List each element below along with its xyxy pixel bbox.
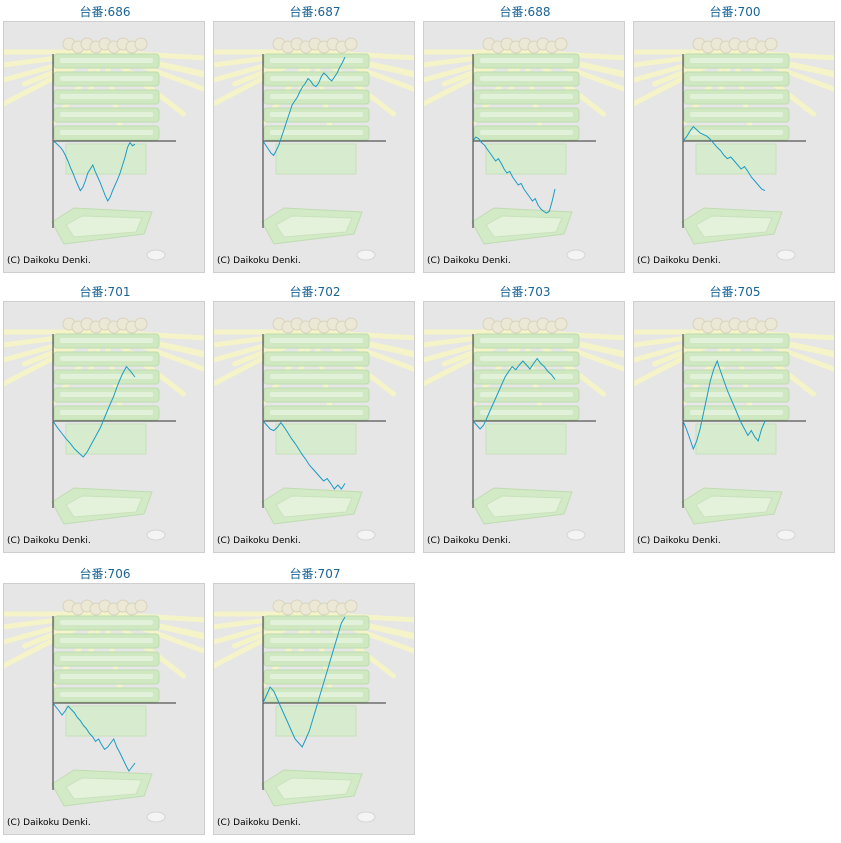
pachinko-machine-watermark — [4, 37, 204, 261]
slump-graph-panel[interactable]: (C) Daikoku Denki. — [213, 301, 415, 553]
copyright-credit: (C) Daikoku Denki. — [7, 818, 91, 828]
slump-graph-panel[interactable]: (C) Daikoku Denki. — [633, 21, 835, 273]
payout-line — [472, 136, 556, 214]
slump-graph-panel[interactable]: (C) Daikoku Denki. — [213, 21, 415, 273]
pachinko-machine-watermark — [424, 37, 624, 261]
copyright-credit: (C) Daikoku Denki. — [637, 536, 721, 546]
slump-graph — [214, 37, 414, 261]
copyright-credit: (C) Daikoku Denki. — [217, 256, 301, 266]
copyright-credit: (C) Daikoku Denki. — [7, 256, 91, 266]
machine-number-link[interactable]: 台番:686 — [79, 5, 131, 19]
slump-graph — [4, 37, 204, 261]
slump-graph — [214, 317, 414, 541]
payout-line — [262, 420, 346, 490]
slump-graph — [634, 317, 834, 541]
slump-graph — [4, 599, 204, 823]
payout-line — [682, 359, 766, 451]
slump-graph-panel[interactable]: (C) Daikoku Denki. — [633, 301, 835, 553]
pachinko-machine-watermark — [214, 37, 414, 261]
machine-number-link[interactable]: 台番:702 — [289, 285, 341, 299]
pachinko-machine-watermark — [214, 599, 414, 823]
pachinko-machine-watermark — [4, 317, 204, 541]
copyright-credit: (C) Daikoku Denki. — [427, 536, 511, 546]
machine-number-link[interactable]: 台番:705 — [709, 285, 761, 299]
slump-graph-panel[interactable]: (C) Daikoku Denki. — [3, 583, 205, 835]
slump-graph-panel[interactable]: (C) Daikoku Denki. — [3, 21, 205, 273]
slump-graph — [634, 37, 834, 261]
slump-graph — [4, 317, 204, 541]
pachinko-machine-watermark — [424, 317, 624, 541]
machine-number-link[interactable]: 台番:687 — [289, 5, 341, 19]
slump-graph-panel[interactable]: (C) Daikoku Denki. — [213, 583, 415, 835]
machine-number-link[interactable]: 台番:688 — [499, 5, 551, 19]
copyright-credit: (C) Daikoku Denki. — [217, 818, 301, 828]
machine-number-link[interactable]: 台番:706 — [79, 567, 131, 581]
copyright-credit: (C) Daikoku Denki. — [217, 536, 301, 546]
copyright-credit: (C) Daikoku Denki. — [427, 256, 511, 266]
pachinko-machine-watermark — [634, 317, 834, 541]
machine-number-link[interactable]: 台番:701 — [79, 285, 131, 299]
pachinko-machine-watermark — [4, 599, 204, 823]
payout-line — [262, 56, 346, 157]
pachinko-machine-watermark — [214, 317, 414, 541]
payout-line — [52, 702, 136, 772]
payout-line — [682, 125, 766, 192]
payout-line — [52, 365, 136, 458]
payout-line — [472, 357, 556, 430]
copyright-credit: (C) Daikoku Denki. — [7, 536, 91, 546]
slump-graph — [424, 37, 624, 261]
slump-graph-panel[interactable]: (C) Daikoku Denki. — [423, 21, 625, 273]
machine-number-link[interactable]: 台番:703 — [499, 285, 551, 299]
slump-graph-panel[interactable]: (C) Daikoku Denki. — [423, 301, 625, 553]
slump-graph — [424, 317, 624, 541]
payout-line — [52, 140, 136, 203]
payout-line — [262, 616, 346, 748]
machine-number-link[interactable]: 台番:707 — [289, 567, 341, 581]
copyright-credit: (C) Daikoku Denki. — [637, 256, 721, 266]
machine-number-link[interactable]: 台番:700 — [709, 5, 761, 19]
pachinko-machine-watermark — [634, 37, 834, 261]
slump-graph-panel[interactable]: (C) Daikoku Denki. — [3, 301, 205, 553]
slump-graph — [214, 599, 414, 823]
